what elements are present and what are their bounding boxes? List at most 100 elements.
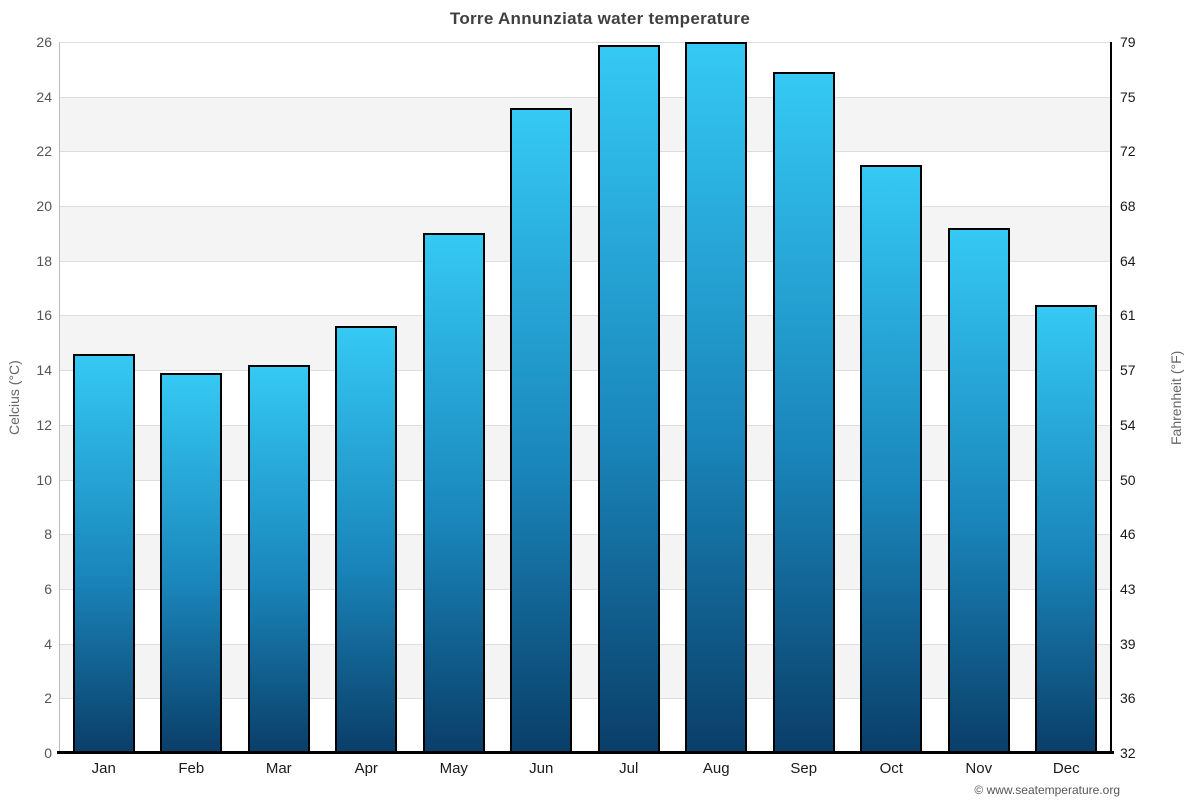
y-tick-left-4: 4: [44, 635, 52, 652]
bar-slot-apr: [323, 42, 411, 753]
y-tick-right-68: 68: [1120, 198, 1136, 215]
y-tick-left-14: 14: [36, 362, 52, 379]
bar-feb[interactable]: [160, 372, 223, 753]
bar-slot-jun: [498, 42, 586, 753]
y-tick-left-24: 24: [36, 88, 52, 105]
x-tick-jun: Jun: [529, 760, 554, 777]
gridline-2: [60, 698, 1110, 700]
plot-band: [60, 206, 1110, 261]
chart-title: Torre Annunziata water temperature: [449, 9, 751, 28]
y-tick-right-61: 61: [1120, 307, 1136, 324]
bar-aug[interactable]: [685, 42, 748, 753]
y-tick-left-6: 6: [44, 580, 52, 597]
plot-band: [60, 370, 1110, 425]
y-axis-label-fahrenheit: Fahrenheit (°F): [1168, 350, 1184, 445]
gridline-26: [60, 42, 1110, 43]
gridline-18: [60, 260, 1110, 262]
y-tick-right-36: 36: [1120, 690, 1136, 707]
gridline-12: [60, 424, 1110, 426]
gridline-16: [60, 315, 1110, 317]
y-tick-left-8: 8: [44, 526, 52, 543]
y-tick-right-57: 57: [1120, 362, 1136, 379]
bar-slot-feb: [148, 42, 236, 753]
x-tick-may: May: [439, 760, 468, 777]
bottom-axis-line: [57, 751, 1114, 754]
plot-band: [60, 42, 1110, 97]
bar-slot-dec: [1023, 42, 1111, 753]
y-tick-left-0: 0: [44, 745, 52, 761]
bar-nov[interactable]: [947, 227, 1010, 753]
gridline-24: [60, 96, 1110, 98]
y-tick-right-50: 50: [1120, 471, 1136, 488]
plot-band: [60, 96, 1110, 152]
y-tick-right-46: 46: [1120, 526, 1136, 543]
bar-slot-nov: [935, 42, 1023, 753]
plot-band: [60, 479, 1110, 535]
plot-band: [60, 424, 1110, 480]
bar-slot-jul: [585, 42, 673, 753]
x-tick-oct: Oct: [879, 760, 903, 777]
x-axis-tick-labels: Jan Feb Mar Apr May Jun Jul Aug Sep Oct Nov Dec: [60, 760, 1110, 777]
plot-area: [60, 42, 1110, 753]
x-tick-feb: Feb: [178, 760, 205, 777]
y-tick-left-10: 10: [36, 471, 52, 488]
bar-jan[interactable]: [72, 353, 135, 753]
plot-band: [60, 151, 1110, 207]
y-tick-left-26: 26: [36, 34, 52, 50]
x-tick-aug: Aug: [702, 760, 730, 777]
right-axis-spine: [1110, 42, 1112, 753]
y-tick-right-39: 39: [1120, 635, 1136, 652]
bars-row: [60, 42, 1110, 753]
y-tick-left-2: 2: [44, 690, 52, 707]
bar-jun[interactable]: [510, 107, 573, 753]
x-tick-nov: Nov: [965, 760, 993, 777]
y-tick-right-72: 72: [1120, 143, 1136, 160]
y-tick-right-32: 32: [1120, 745, 1136, 761]
gridline-4: [60, 643, 1110, 645]
gridline-20: [60, 206, 1110, 208]
plot-band: [60, 643, 1110, 699]
plot-band: [60, 260, 1110, 316]
plot-band: [60, 698, 1110, 753]
y-tick-left-22: 22: [36, 143, 52, 160]
gridline-22: [60, 151, 1110, 153]
copyright-link[interactable]: © www.seatemperature.org: [974, 783, 1120, 797]
bar-sep[interactable]: [772, 72, 835, 753]
bar-slot-sep: [760, 42, 848, 753]
bar-slot-jan: [60, 42, 148, 753]
bar-dec[interactable]: [1035, 304, 1098, 753]
bar-oct[interactable]: [860, 165, 923, 753]
y-tick-right-75: 75: [1120, 88, 1136, 105]
bar-slot-aug: [673, 42, 761, 753]
gridline-10: [60, 479, 1110, 481]
gridline-6: [60, 588, 1110, 590]
x-tick-jan: Jan: [91, 760, 116, 777]
bar-apr[interactable]: [335, 326, 398, 753]
gridline-8: [60, 534, 1110, 536]
plot-band: [60, 534, 1110, 589]
plot-band: [60, 588, 1110, 644]
left-axis-spine: [59, 42, 60, 753]
bar-slot-mar: [235, 42, 323, 753]
plot-band: [60, 315, 1110, 371]
gridline-14: [60, 370, 1110, 372]
bar-mar[interactable]: [247, 364, 310, 753]
bar-slot-may: [410, 42, 498, 753]
x-tick-sep: Sep: [790, 760, 818, 777]
y-tick-right-54: 54: [1120, 416, 1136, 433]
x-tick-jul: Jul: [619, 760, 639, 777]
x-tick-dec: Dec: [1052, 760, 1080, 777]
y-tick-right-43: 43: [1120, 580, 1136, 597]
y-tick-right-79: 79: [1120, 34, 1136, 50]
y-tick-left-12: 12: [36, 416, 52, 433]
y-tick-left-18: 18: [36, 252, 52, 269]
x-tick-apr: Apr: [354, 760, 378, 777]
y-tick-left-16: 16: [36, 307, 52, 324]
bar-may[interactable]: [422, 233, 485, 753]
bar-slot-oct: [848, 42, 936, 753]
y-tick-right-64: 64: [1120, 252, 1136, 269]
bar-jul[interactable]: [597, 44, 660, 753]
y-tick-left-20: 20: [36, 198, 52, 215]
x-tick-mar: Mar: [265, 760, 292, 777]
